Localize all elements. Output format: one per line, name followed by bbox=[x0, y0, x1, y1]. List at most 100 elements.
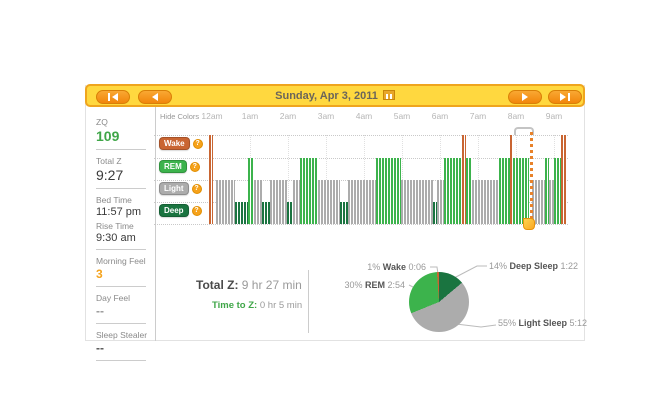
pie-pct: 55% bbox=[498, 318, 519, 328]
time-tick-6am: 6am bbox=[431, 111, 449, 121]
sleep-segment-wake bbox=[510, 135, 513, 224]
sleep-segment-deep bbox=[433, 202, 437, 224]
time-tick-9am: 9am bbox=[545, 111, 563, 121]
pie-label-light-sleep: 55% Light Sleep 5:12 bbox=[498, 318, 587, 328]
date-navigation-header: Sunday, Apr 3, 2011 bbox=[85, 84, 585, 107]
sleep-segment-light bbox=[549, 180, 554, 224]
legend-row-light: Light? bbox=[159, 182, 202, 195]
pie-time: 0:06 bbox=[405, 262, 426, 272]
legend-row-deep: Deep? bbox=[159, 204, 202, 217]
time-tick-3am: 3am bbox=[317, 111, 335, 121]
hour-gridline bbox=[364, 135, 365, 224]
total-z-row: Total Z: 9 hr 27 min bbox=[196, 278, 302, 292]
sleep-segment-wake bbox=[462, 135, 466, 224]
hour-gridline bbox=[440, 135, 441, 224]
sleep-dashboard-card: Sunday, Apr 3, 2011 ZQ 109 Total Z 9:27 Bed … bbox=[85, 84, 587, 361]
stat-label: Sleep Stealer bbox=[96, 330, 148, 340]
help-icon-light[interactable]: ? bbox=[191, 183, 202, 194]
sleep-segment-light bbox=[532, 180, 545, 224]
sleep-segment-rem bbox=[513, 158, 529, 224]
pie-stage-name: Wake bbox=[382, 262, 406, 272]
stat-label: Total Z bbox=[96, 156, 122, 166]
pie-label-rem: 30% REM 2:54 bbox=[344, 280, 405, 290]
divider bbox=[96, 149, 146, 150]
help-icon-wake[interactable]: ? bbox=[192, 138, 203, 149]
previous-triangle-icon bbox=[152, 93, 158, 101]
time-to-z-row: Time to Z: 0 hr 5 min bbox=[212, 300, 302, 311]
divider bbox=[96, 360, 146, 361]
date-title-wrap: Sunday, Apr 3, 2011 bbox=[87, 90, 583, 102]
sleep-segment-light bbox=[293, 180, 300, 224]
time-to-z-label: Time to Z: bbox=[212, 300, 258, 311]
sleep-segment-wake bbox=[209, 135, 213, 224]
level-gridline bbox=[154, 158, 568, 159]
divider bbox=[96, 323, 146, 324]
pie-stage-name: Deep Sleep bbox=[509, 261, 559, 271]
sleep-segment-rem bbox=[554, 158, 561, 224]
date-title: Sunday, Apr 3, 2011 bbox=[275, 90, 378, 102]
sleep-segment-rem bbox=[545, 158, 549, 224]
legend-row-rem: REM? bbox=[159, 160, 200, 173]
sleep-segment-light bbox=[348, 180, 376, 224]
legend-button-deep[interactable]: Deep bbox=[159, 204, 189, 217]
stat-value: 11:57 pm bbox=[96, 206, 142, 218]
first-day-button[interactable] bbox=[96, 90, 130, 104]
next-day-button[interactable] bbox=[508, 90, 542, 104]
stat-group: ZQ 109 bbox=[96, 111, 155, 149]
calendar-icon[interactable] bbox=[382, 90, 395, 100]
pie-label-deep-sleep: 14% Deep Sleep 1:22 bbox=[489, 261, 578, 271]
hide-colors-toggle[interactable]: Hide Colors bbox=[160, 112, 200, 121]
sleep-segment-deep bbox=[340, 202, 348, 224]
time-to-z-value: 0 hr 5 min bbox=[259, 300, 303, 311]
sleep-segment-wake bbox=[561, 135, 567, 224]
pie-stage-name: Light Sleep bbox=[518, 318, 568, 328]
previous-day-button[interactable] bbox=[138, 90, 172, 104]
sleep-segment-light bbox=[270, 180, 287, 224]
stat-label: Bed Time bbox=[96, 195, 132, 205]
sleep-pie-chart bbox=[409, 272, 469, 332]
stat-group: Total Z 9:27 bbox=[96, 150, 155, 188]
previous-triangle-icon bbox=[112, 93, 118, 101]
legend-button-wake[interactable]: Wake bbox=[159, 137, 190, 150]
stat-group: Morning Feel 3 bbox=[96, 250, 155, 286]
time-tick-7am: 7am bbox=[469, 111, 487, 121]
sleep-segment-rem bbox=[376, 158, 401, 224]
time-tick-2am: 2am bbox=[279, 111, 297, 121]
stat-value: -- bbox=[96, 304, 104, 318]
divider bbox=[96, 286, 146, 287]
legend-button-light[interactable]: Light bbox=[159, 182, 189, 195]
hour-gridline bbox=[326, 135, 327, 224]
sleep-segment-light bbox=[401, 180, 433, 224]
level-gridline bbox=[154, 135, 568, 136]
stat-group: Bed Time 11:57 pm Rise Time 9:30 am bbox=[96, 189, 155, 249]
stat-value: 109 bbox=[96, 128, 120, 144]
sleep-segment-light bbox=[318, 180, 340, 224]
sidebar: ZQ 109 Total Z 9:27 Bed Time 11:57 pm Rise Tim… bbox=[86, 107, 156, 361]
help-icon-rem[interactable]: ? bbox=[189, 161, 200, 172]
sleep-segment-rem bbox=[248, 158, 254, 224]
sleep-segment-light bbox=[472, 180, 499, 224]
next-triangle-icon bbox=[522, 93, 528, 101]
pie-pct: 30% bbox=[344, 280, 365, 290]
skip-bar-icon bbox=[108, 93, 110, 101]
hour-gridline bbox=[478, 135, 479, 224]
hypnogram-chart bbox=[209, 135, 568, 224]
divider bbox=[96, 249, 146, 250]
sleep-segment-deep bbox=[262, 202, 270, 224]
stat-label: Morning Feel bbox=[96, 256, 146, 266]
hour-gridline bbox=[288, 135, 289, 224]
help-icon-deep[interactable]: ? bbox=[191, 205, 202, 216]
selection-bracket bbox=[514, 127, 534, 135]
pie-label-wake: 1% Wake 0:06 bbox=[367, 262, 426, 272]
time-selector-handle[interactable] bbox=[523, 218, 535, 230]
last-day-button[interactable] bbox=[548, 90, 582, 104]
legend-row-wake: Wake? bbox=[159, 137, 203, 150]
time-selector-line[interactable] bbox=[530, 132, 533, 227]
legend-button-rem[interactable]: REM bbox=[159, 160, 187, 173]
stat-value: 3 bbox=[96, 267, 103, 281]
sleep-segment-rem bbox=[300, 158, 318, 224]
stat-label: Day Feel bbox=[96, 293, 131, 303]
stat-label: Rise Time bbox=[96, 221, 134, 231]
stat-value: 9:27 bbox=[96, 167, 124, 183]
sleep-segment-deep bbox=[287, 202, 293, 224]
